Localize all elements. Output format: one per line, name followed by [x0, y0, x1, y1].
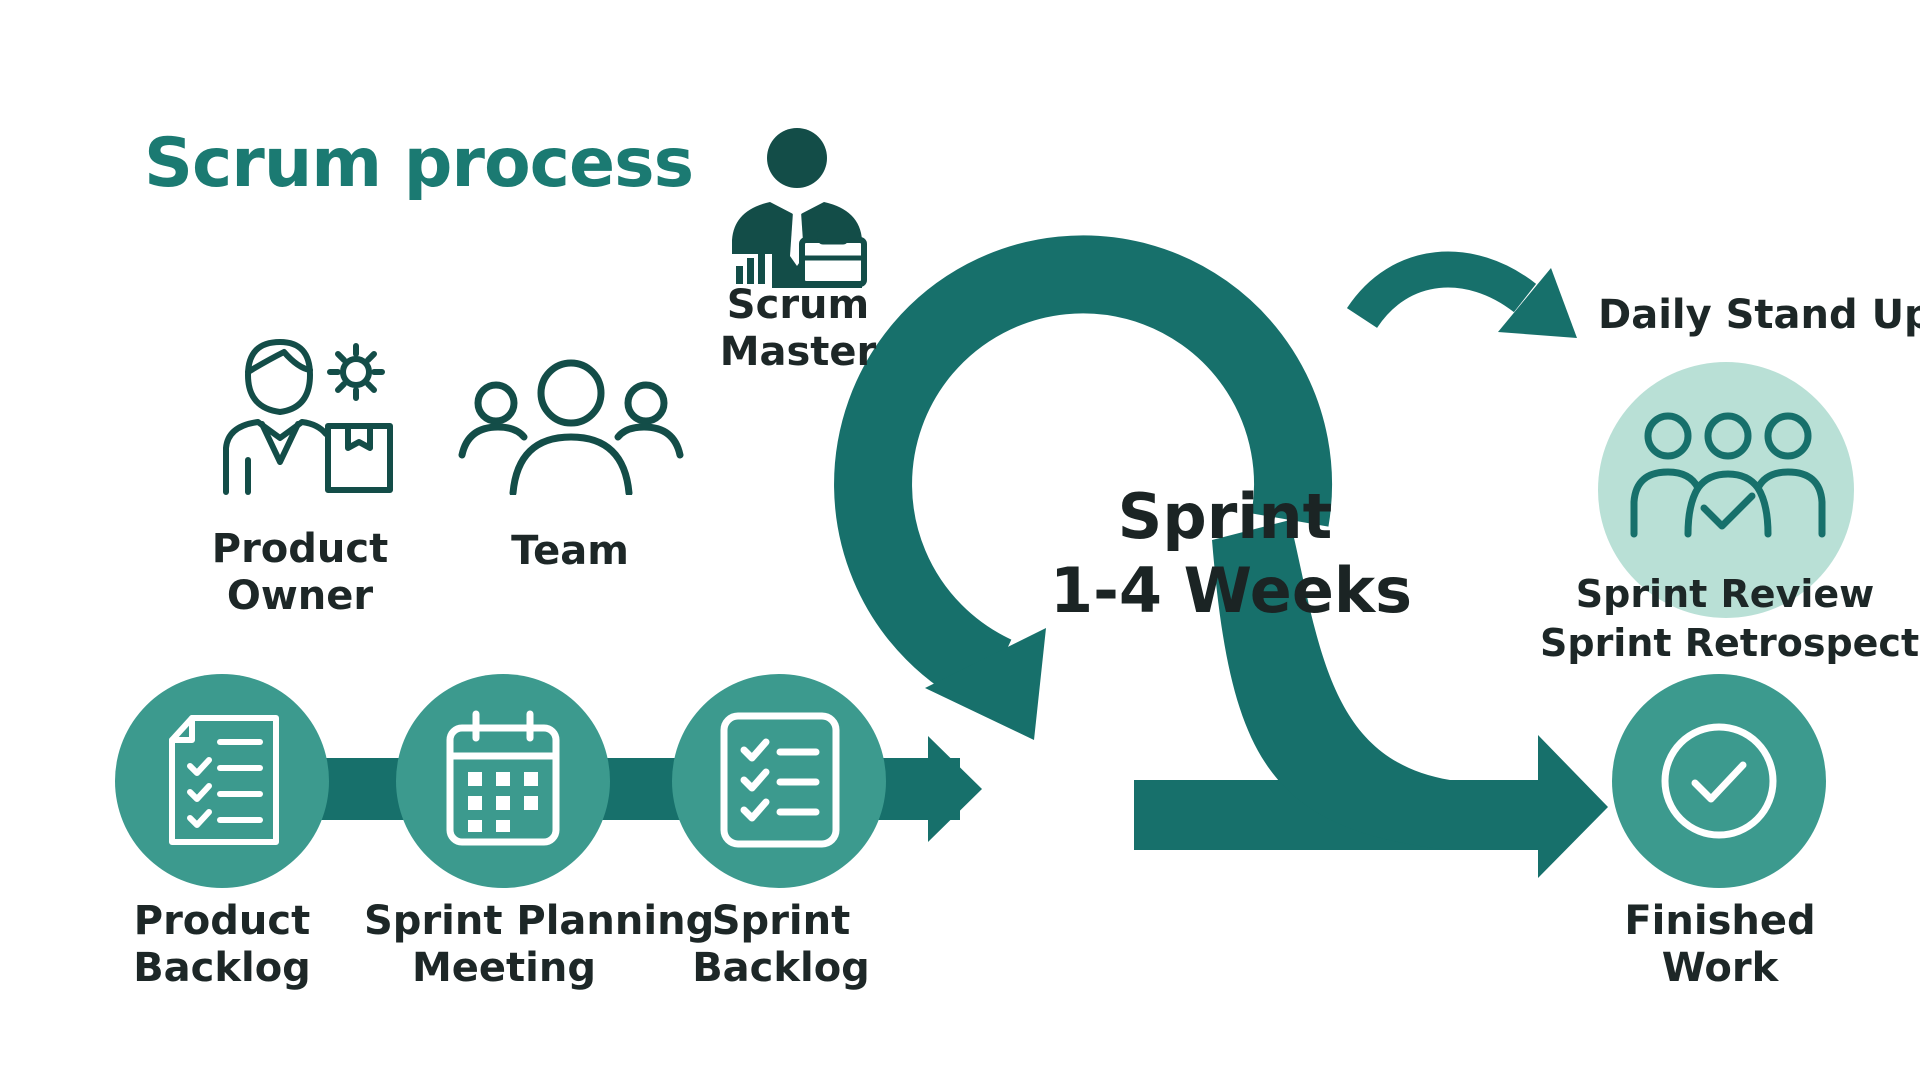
daily-standup-arrow — [1346, 251, 1537, 329]
team-check-icon — [1628, 410, 1828, 540]
sprint-planning-line1: Sprint Planning — [364, 898, 715, 944]
calendar-icon — [444, 708, 562, 848]
finished-line1: Finished — [1624, 898, 1816, 944]
sprint-review-line: Sprint Review — [1575, 572, 1875, 616]
sprint-backlog-label: Sprint Backlog — [686, 898, 876, 992]
product-backlog-label: Product Backlog — [122, 898, 322, 992]
sprint-planning-line2: Meeting — [411, 944, 596, 991]
product-owner-label: Product Owner — [200, 526, 400, 620]
finished-work-circle — [1612, 674, 1826, 888]
team-icon — [458, 355, 684, 495]
finished-line2: Work — [1661, 944, 1779, 991]
to-sprint-arrowhead — [928, 736, 982, 842]
sprint-loop-arrowhead — [925, 628, 1046, 740]
product-owner-line1: Product — [211, 526, 389, 572]
sprint-center-label: Sprint 1-4 Weeks — [1050, 480, 1413, 629]
document-checklist-icon — [164, 710, 284, 850]
sprint-duration: 1-4 Weeks — [1050, 554, 1413, 628]
scrum-master-line2: Master — [719, 328, 877, 375]
team-label: Team — [511, 528, 629, 574]
sprint-backlog-line2: Backlog — [692, 944, 870, 991]
check-circle-icon — [1659, 721, 1779, 841]
finished-arrowhead — [1538, 735, 1608, 878]
sprint-retrospective-line: Sprint Retrospective — [1540, 621, 1920, 666]
checklist-icon — [718, 710, 842, 850]
scrum-master-label: Scrum Master — [718, 282, 878, 376]
product-backlog-line2: Backlog — [133, 944, 311, 991]
sprint-review-label: Sprint Review Sprint Retrospective — [1540, 570, 1920, 669]
product-backlog-line1: Product — [133, 898, 311, 944]
sprint-planning-label: Sprint Planning Meeting — [364, 898, 715, 992]
daily-standup-arrowhead — [1498, 268, 1577, 338]
scrum-master-line1: Scrum — [726, 282, 870, 328]
sprint-exit-curve — [1212, 520, 1450, 850]
sprint-loop-arrow — [834, 235, 1333, 711]
page-title: Scrum process — [144, 124, 694, 203]
sprint-title: Sprint — [1117, 480, 1333, 553]
product-owner-line2: Owner — [226, 572, 374, 619]
scrum-master-icon — [724, 128, 870, 288]
sprint-backlog-line1: Sprint — [711, 898, 851, 944]
finished-work-label: Finished Work — [1620, 898, 1820, 992]
product-owner-icon — [218, 330, 398, 495]
sprint-review-circle — [1598, 362, 1854, 618]
daily-standup-label: Daily Stand Up — [1598, 292, 1920, 338]
